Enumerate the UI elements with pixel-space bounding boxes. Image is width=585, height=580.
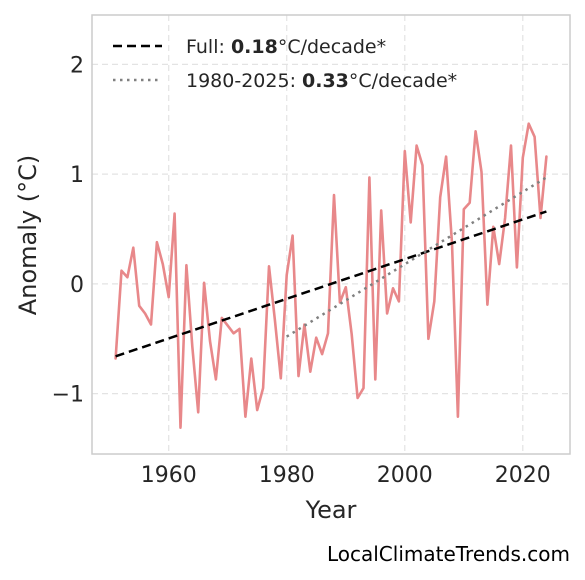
- series-layer: [114, 122, 548, 430]
- y-tick-label: 1: [70, 163, 84, 188]
- legend-full-name: Full:: [186, 36, 225, 58]
- legend-full-unit: °C/decade*: [278, 36, 386, 58]
- legend-recent-rate: 0.33: [302, 70, 349, 92]
- x-tick-label: 1960: [141, 463, 197, 488]
- x-axis-title: Year: [305, 496, 357, 524]
- y-axis-title: Anomaly (°C): [14, 155, 42, 315]
- y-tick-label: 0: [70, 273, 84, 298]
- legend: Full: 0.18°C/decade* 1980-2025: 0.33°C/d…: [113, 36, 457, 92]
- legend-recent-name: 1980-2025:: [186, 70, 296, 92]
- recent-trend-line: [286, 176, 548, 338]
- legend-full-rate: 0.18: [231, 36, 278, 58]
- tick-labels: 1960 1980 2000 2020 −1 0 1 2: [52, 53, 551, 488]
- anomaly-series-line: [114, 122, 548, 430]
- grid: [92, 15, 570, 454]
- watermark: LocalClimateTrends.com: [327, 542, 570, 566]
- x-tick-label: 2000: [377, 463, 433, 488]
- x-tick-label: 1980: [259, 463, 315, 488]
- legend-full-label: Full: 0.18°C/decade*: [186, 36, 386, 58]
- full-trend-line: [115, 210, 547, 358]
- legend-recent-label: 1980-2025: 0.33°C/decade*: [186, 70, 457, 92]
- y-tick-label: −1: [52, 383, 84, 408]
- x-tick-label: 2020: [495, 463, 551, 488]
- legend-recent-unit: °C/decade*: [349, 70, 457, 92]
- plot-frame: [91, 14, 571, 455]
- y-tick-label: 2: [70, 53, 84, 78]
